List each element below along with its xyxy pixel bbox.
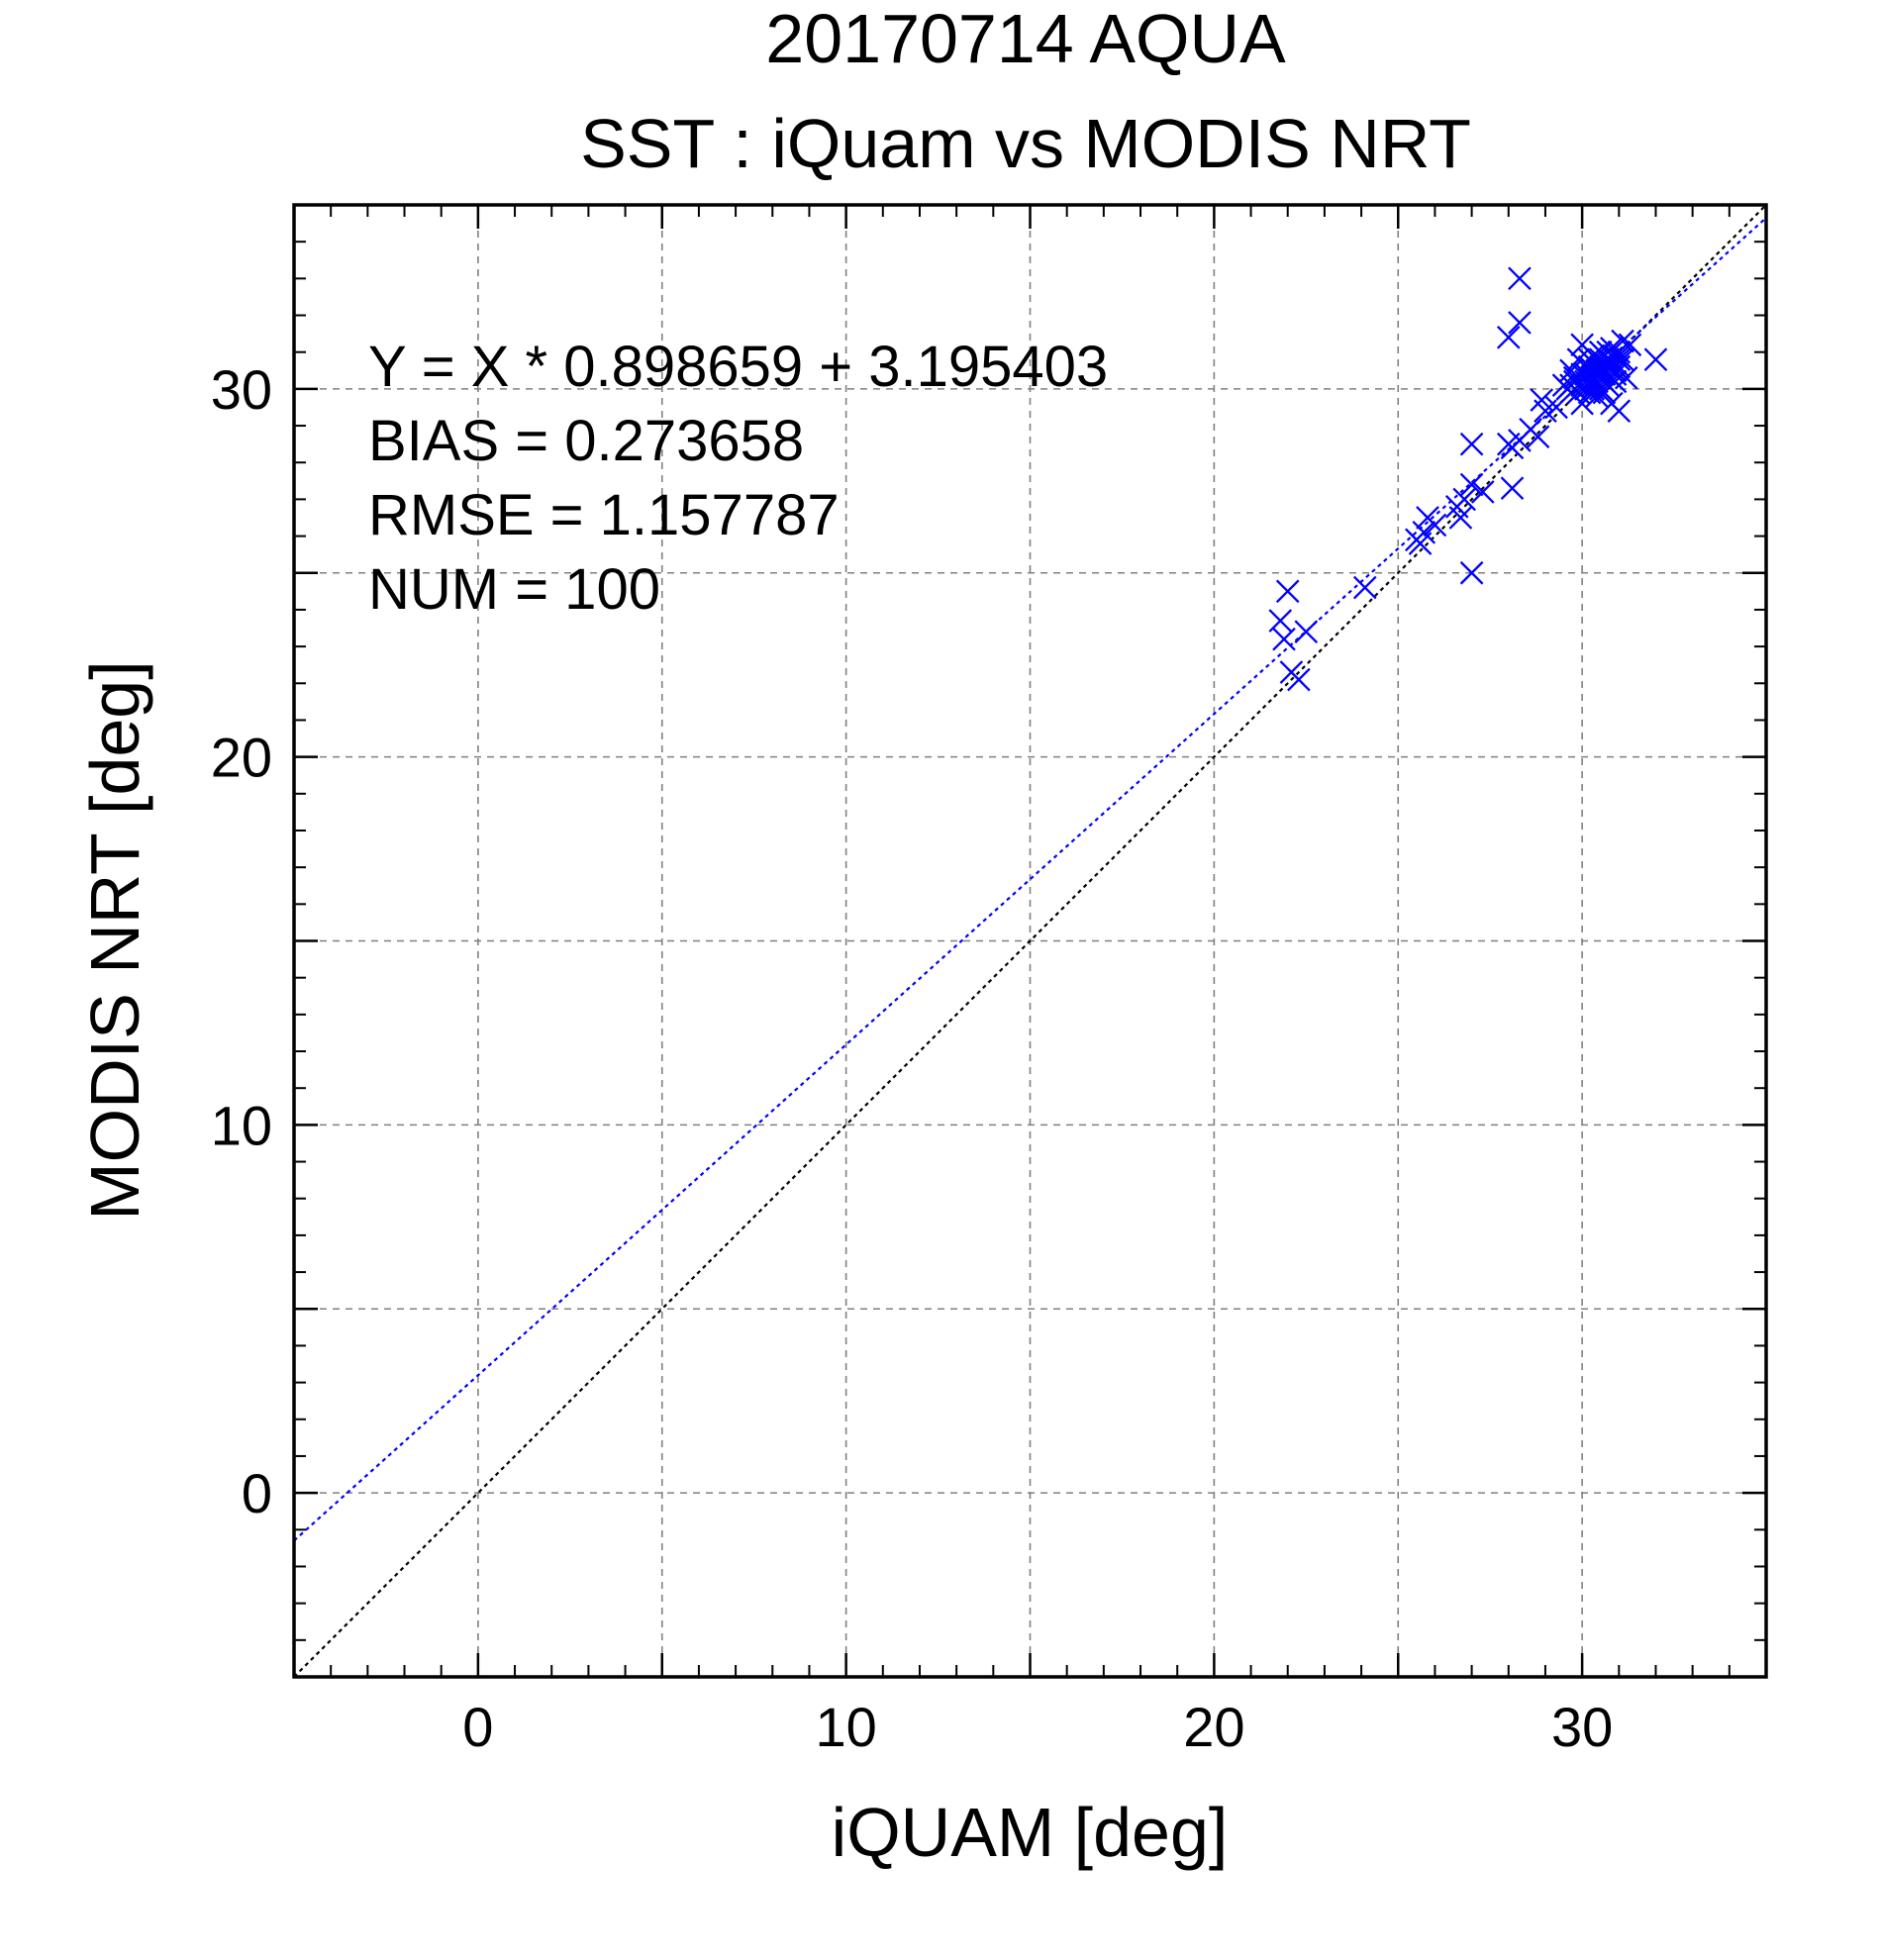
- data-point-stroke-b: [1423, 513, 1447, 538]
- data-point: [1559, 373, 1583, 397]
- data-point-stroke-b: [1352, 575, 1377, 600]
- chart-title: 20170714 AQUA: [765, 0, 1286, 77]
- data-points: [1268, 266, 1668, 692]
- data-point-stroke-b: [1618, 333, 1642, 357]
- y-tick-label: 10: [211, 1094, 272, 1156]
- data-point: [1544, 395, 1568, 420]
- data-point: [1459, 472, 1484, 497]
- data-point: [1526, 425, 1550, 449]
- data-point-stroke-b: [1500, 476, 1525, 501]
- data-point: [1294, 620, 1319, 644]
- data-point-stroke-b: [1526, 425, 1550, 449]
- data-point: [1581, 343, 1606, 368]
- data-point-stroke-b: [1470, 480, 1495, 504]
- data-point-stroke-b: [1452, 487, 1476, 512]
- data-point-stroke-b: [1496, 326, 1521, 349]
- data-point-stroke-b: [1643, 347, 1668, 371]
- data-point-stroke-b: [1570, 333, 1594, 357]
- data-point: [1496, 326, 1521, 349]
- y-axis-label: MODIS NRT [deg]: [76, 660, 153, 1220]
- data-point-stroke-b: [1272, 627, 1296, 651]
- data-point: [1607, 347, 1632, 371]
- data-point: [1272, 627, 1296, 651]
- data-point-stroke-b: [1607, 354, 1632, 379]
- data-point-stroke-b: [1566, 373, 1591, 397]
- chart-subtitle: SST : iQuam vs MODIS NRT: [580, 105, 1471, 182]
- x-tick-label: 30: [1551, 1696, 1613, 1758]
- data-point: [1448, 506, 1473, 530]
- data-point-stroke-b: [1588, 347, 1613, 371]
- data-point-stroke-b: [1544, 395, 1568, 420]
- data-point-stroke-b: [1508, 266, 1532, 291]
- data-point-stroke-b: [1611, 329, 1634, 353]
- stats-block: Y = X * 0.898659 + 3.195403 BIAS = 0.273…: [368, 335, 1108, 622]
- data-point-stroke-b: [1614, 365, 1638, 390]
- stats-equation: Y = X * 0.898659 + 3.195403: [368, 335, 1108, 399]
- data-point: [1607, 354, 1632, 379]
- one-to-one-line: [294, 205, 1766, 1677]
- data-point: [1452, 487, 1476, 512]
- data-point-stroke-b: [1294, 620, 1319, 644]
- data-point: [1618, 333, 1642, 357]
- data-point-stroke-b: [1279, 660, 1304, 684]
- plot-frame: [292, 203, 1768, 1679]
- data-point: [1600, 358, 1624, 383]
- grid: [294, 205, 1766, 1677]
- data-point-stroke-b: [1448, 506, 1473, 530]
- data-point: [1459, 560, 1484, 585]
- data-point-stroke-b: [1275, 579, 1300, 604]
- data-point-stroke-b: [1596, 347, 1620, 371]
- data-point: [1459, 432, 1484, 456]
- data-point: [1566, 373, 1591, 397]
- data-point: [1500, 476, 1525, 501]
- data-point: [1279, 660, 1304, 684]
- data-point-stroke-b: [1600, 358, 1624, 383]
- minor-ticks: [294, 205, 1766, 1677]
- data-point: [1352, 575, 1377, 600]
- y-tick-label: 20: [211, 727, 272, 789]
- y-tick-label: 30: [211, 358, 272, 421]
- data-point-stroke-b: [1459, 560, 1484, 585]
- data-point-stroke-b: [1607, 347, 1632, 371]
- data-point: [1508, 311, 1532, 335]
- data-point: [1470, 480, 1495, 504]
- data-point-stroke-b: [1607, 399, 1632, 423]
- x-tick-label: 0: [462, 1696, 493, 1758]
- data-point-stroke-b: [1508, 311, 1532, 335]
- data-point-stroke-b: [1459, 432, 1484, 456]
- stats-num: NUM = 100: [368, 557, 660, 622]
- data-point-stroke-b: [1581, 343, 1606, 368]
- data-point: [1423, 513, 1447, 538]
- data-point: [1570, 391, 1594, 416]
- data-point: [1643, 347, 1668, 371]
- data-point-stroke-b: [1530, 388, 1554, 412]
- data-point: [1408, 532, 1433, 555]
- data-point-stroke-b: [1570, 391, 1594, 416]
- data-point-stroke-b: [1408, 532, 1433, 555]
- data-point: [1607, 399, 1632, 423]
- data-point: [1611, 329, 1634, 353]
- data-point-stroke-b: [1596, 373, 1620, 397]
- data-point: [1508, 266, 1532, 291]
- y-tick-label: 0: [242, 1462, 272, 1524]
- data-point-stroke-b: [1559, 373, 1583, 397]
- x-axis-label: iQUAM [deg]: [832, 1794, 1229, 1871]
- x-tick-label: 20: [1183, 1696, 1244, 1758]
- data-point-stroke-b: [1268, 609, 1293, 633]
- tick-labels: 0 10 20 30 0 10 20 30: [211, 358, 1614, 1758]
- data-point-stroke-b: [1459, 472, 1484, 497]
- stats-rmse: RMSE = 1.157787: [368, 483, 840, 547]
- x-tick-label: 10: [815, 1696, 876, 1758]
- data-point: [1275, 579, 1300, 604]
- stats-bias: BIAS = 0.273658: [368, 409, 804, 473]
- data-point: [1268, 609, 1293, 633]
- data-point-stroke-b: [1577, 373, 1602, 397]
